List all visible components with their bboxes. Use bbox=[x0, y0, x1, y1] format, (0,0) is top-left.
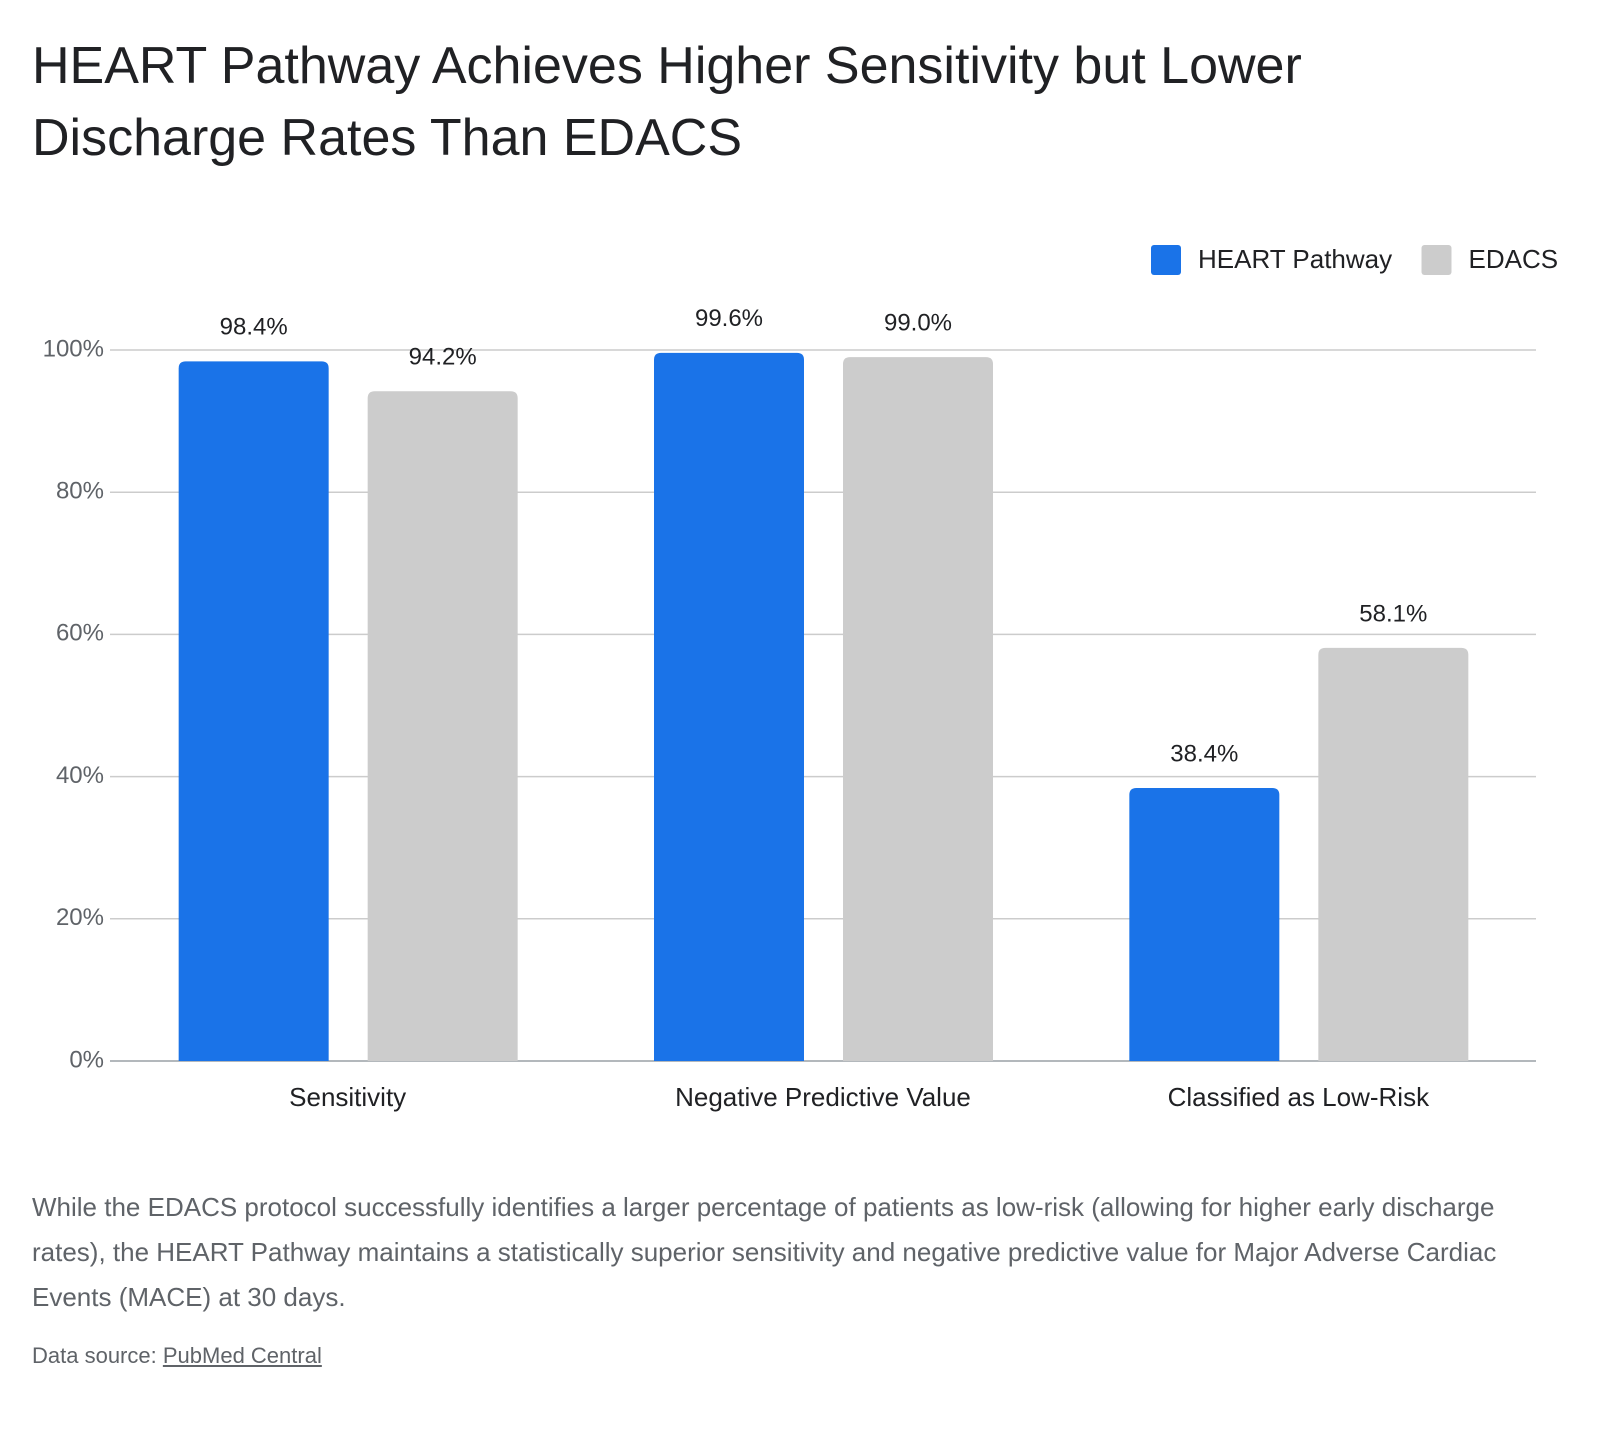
y-tick-label: 0% bbox=[69, 1046, 104, 1073]
y-tick-label: 60% bbox=[56, 620, 104, 647]
value-label: 99.6% bbox=[695, 305, 763, 332]
source-label: Data source: bbox=[32, 1343, 157, 1368]
value-label: 98.4% bbox=[220, 314, 288, 341]
source: Data source: PubMed Central bbox=[32, 1343, 322, 1369]
bar bbox=[178, 361, 329, 1062]
bar bbox=[1129, 787, 1280, 1061]
bar bbox=[1318, 647, 1469, 1061]
value-label: 38.4% bbox=[1170, 740, 1238, 767]
y-tick-label: 80% bbox=[56, 478, 104, 505]
x-tick-label: Classified as Low-Risk bbox=[1168, 1082, 1431, 1112]
bar bbox=[367, 391, 518, 1061]
y-tick-label: 40% bbox=[56, 762, 104, 789]
legend-swatch bbox=[1421, 245, 1452, 275]
chart-title: HEART Pathway Achieves Higher Sensitivit… bbox=[32, 37, 1302, 167]
legend-label: HEART Pathway bbox=[1198, 244, 1392, 274]
legend-label: EDACS bbox=[1469, 244, 1559, 274]
bar bbox=[843, 357, 993, 1061]
chart: 0% 20% 40% 60% 80% 100% EDACS HEART Pathway Sens… bbox=[43, 244, 1559, 1112]
value-label: 99.0% bbox=[884, 309, 952, 336]
value-label: 94.2% bbox=[409, 344, 477, 371]
source-link[interactable]: PubMed Central bbox=[162, 1343, 322, 1368]
y-tick-label: 20% bbox=[56, 904, 104, 931]
value-label: 58.1% bbox=[1359, 600, 1427, 627]
x-tick-label: Sensitivity bbox=[289, 1082, 406, 1112]
chart-description: While the EDACS protocol successfully id… bbox=[32, 1192, 1497, 1312]
x-tick-label: Negative Predictive Value bbox=[675, 1082, 971, 1112]
legend-swatch bbox=[1151, 245, 1181, 275]
y-tick-label: 100% bbox=[43, 335, 104, 362]
bar bbox=[654, 352, 804, 1061]
